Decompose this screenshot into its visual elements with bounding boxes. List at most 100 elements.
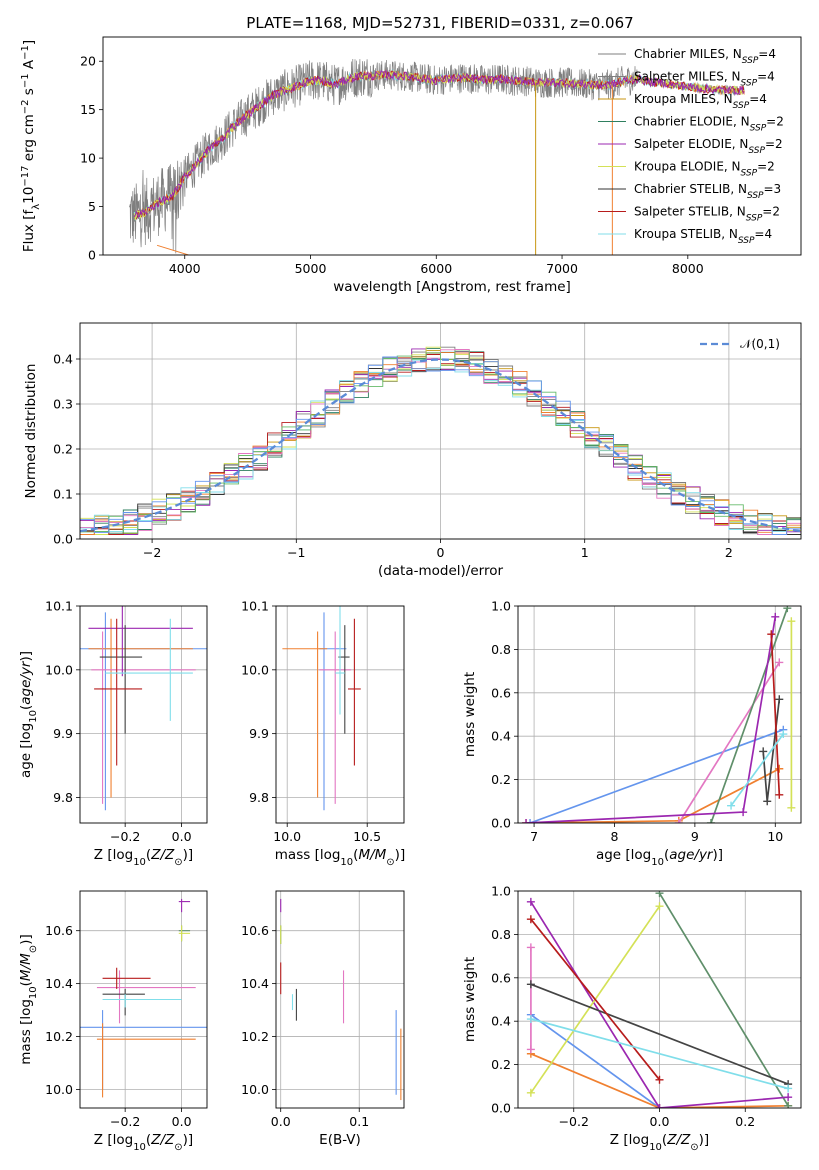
x-tick-label: −0.2 [110, 829, 140, 844]
y-tick-label: 10.6 [45, 923, 73, 938]
weight_vs_Z-panel: −0.2 0.0 0.2 0.0 0.2 0.4 0.6 0.8 1.0 Z [log10(Z/Z… [462, 884, 802, 1153]
axes-frame [79, 605, 208, 824]
legend: 𝒩(0,1) [700, 337, 780, 351]
y-tick-label: 10.4 [45, 976, 73, 991]
x-tick-label: 1 [581, 545, 589, 560]
weight-marker [787, 617, 796, 626]
weight-marker [674, 819, 683, 823]
y-tick-label: 9.8 [53, 790, 73, 805]
x-tick-label: 0 [437, 545, 445, 560]
weight-marker [771, 612, 780, 621]
x-axis-label: Z [log10(Z/Z⊙)] [94, 1132, 193, 1153]
legend-label: Salpeter ELODIE, NSSP=2 [634, 137, 783, 156]
y-axis-label: mass [log10(M/M⊙)] [18, 934, 39, 1064]
y-tick-label: 0.6 [491, 970, 511, 985]
legend: Chabrier MILES, NSSP=4 Salpeter MILES, NS… [598, 47, 784, 246]
weight-line [658, 892, 789, 1107]
weight-line [530, 918, 661, 1081]
x-tick-label: 7 [530, 829, 538, 844]
mass_vs_Z-panel: −0.2 0.0 10.0 10.2 10.4 10.6 Z [log10(Z/Z⊙)] ma… [18, 890, 208, 1153]
weight-marker [655, 891, 664, 898]
weight-line [770, 634, 781, 795]
weight-line [730, 733, 784, 807]
weight-marker [526, 819, 535, 823]
age_vs_Z-panel: −0.2 0.0 9.8 9.9 10.0 10.1 Z [log10(Z/Z⊙)] age … [18, 599, 208, 868]
axes-frame [517, 890, 802, 1109]
weight-line [530, 1018, 789, 1090]
y-axis-label: mass weight [462, 957, 478, 1042]
weight-marker [775, 695, 784, 704]
y-tick-label: 10.1 [241, 599, 269, 614]
spectrum-panel: 4000 5000 6000 7000 8000 0 5 10 15 20 wavelength [… [20, 36, 802, 295]
weight-line [529, 728, 784, 823]
x-axis-label: E(B-V) [319, 1132, 361, 1148]
y-tick-label: 0.0 [491, 816, 511, 831]
x-tick-label: 10.5 [353, 829, 381, 844]
weight-marker [655, 1075, 664, 1084]
y-tick-label: 10.0 [241, 662, 269, 677]
x-axis-label: wavelength [Angstrom, rest frame] [333, 279, 571, 295]
legend-label: Kroupa ELODIE, NSSP=2 [634, 160, 775, 179]
weight-marker [779, 730, 788, 739]
y-tick-label: 9.8 [249, 790, 269, 805]
y-tick-label: 10.2 [241, 1029, 269, 1044]
x-tick-label: 10 [767, 829, 783, 844]
age_vs_Z-errorbars [80, 606, 207, 811]
residuals-panel: −2 −1 0 1 2 0.0 0.1 0.2 0.3 0.4 (data-model)/error… [23, 322, 802, 579]
weight-line [530, 1014, 660, 1108]
weight-marker [526, 1088, 535, 1097]
x-tick-label: 7000 [546, 261, 578, 276]
y-tick-label: 0.4 [491, 1014, 511, 1029]
mass_vs_EBV-errorbars [280, 898, 402, 1101]
y-tick-label: 0.3 [53, 397, 73, 412]
x-axis-label: age [log10(age/yr)] [596, 847, 723, 868]
y-tick-label: 10.0 [45, 662, 73, 677]
y-tick-label: 20 [80, 54, 96, 69]
weight-marker [775, 764, 784, 773]
y-tick-label: 15 [80, 102, 96, 117]
y-axis-label: age [log10(age/yr)] [18, 651, 39, 778]
weight-marker [787, 803, 796, 812]
weight-line [530, 1053, 789, 1108]
y-tick-label: 0.2 [491, 1057, 511, 1072]
weight_vs_age-series [522, 606, 796, 823]
x-tick-label: 6000 [420, 261, 452, 276]
x-tick-label: 4000 [169, 261, 201, 276]
age_vs_mass-panel: 10.0 10.5 9.8 9.9 10.0 10.1 mass [log10(M/M⊙)] [241, 599, 405, 868]
weight-marker [727, 801, 736, 810]
weight-marker [526, 1015, 535, 1024]
weight-marker [784, 1101, 793, 1108]
legend-label: Salpeter STELIB, NSSP=2 [634, 205, 780, 224]
y-tick-label: 0.0 [53, 532, 73, 547]
x-tick-label: 0.0 [650, 1114, 670, 1129]
weight_vs_age-panel: 7 8 9 10 0.0 0.2 0.4 0.6 0.8 1.0 age [log10(age/yr… [462, 599, 802, 868]
y-tick-label: 1.0 [491, 599, 511, 614]
y-tick-label: 1.0 [491, 884, 511, 899]
x-axis-label: mass [log10(M/M⊙)] [275, 847, 405, 868]
weight-marker [759, 747, 768, 756]
y-tick-label: 0.4 [491, 729, 511, 744]
weight-line [530, 983, 789, 1085]
x-tick-label: 0.0 [271, 1114, 291, 1129]
legend-label: Kroupa MILES, NSSP=4 [634, 92, 767, 111]
x-tick-label: 0.0 [172, 829, 192, 844]
model-fit-elodie [133, 70, 745, 221]
weight-marker [767, 630, 776, 639]
axes-frame [102, 36, 802, 256]
weight-marker [522, 819, 531, 823]
y-tick-label: 5 [88, 199, 96, 214]
axes-frame [275, 890, 405, 1109]
y-tick-label: 0.6 [491, 685, 511, 700]
y-tick-label: 10.4 [241, 976, 269, 991]
weight-marker [783, 606, 792, 613]
x-tick-label: 0.2 [735, 1114, 755, 1129]
legend-label: Chabrier MILES, NSSP=4 [634, 47, 776, 66]
weight-marker [655, 902, 664, 911]
y-tick-label: 0.4 [53, 352, 73, 367]
weight-marker [526, 943, 535, 952]
histograms [80, 346, 801, 535]
x-tick-label: 5000 [295, 261, 327, 276]
histogram-extra-2 [80, 350, 801, 534]
y-tick-label: 10.0 [241, 1082, 269, 1097]
